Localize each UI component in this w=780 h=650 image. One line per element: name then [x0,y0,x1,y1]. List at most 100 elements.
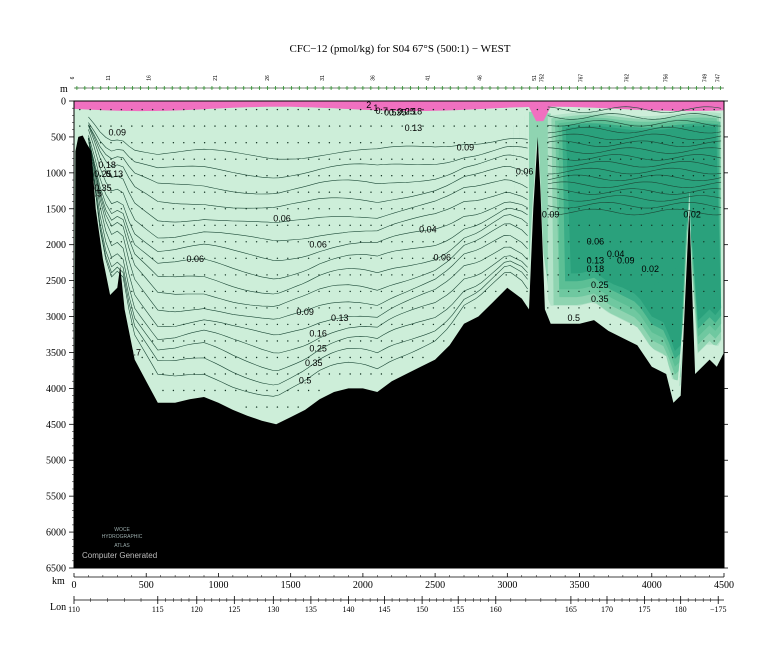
sample-dot [411,175,414,177]
sample-dot [359,373,362,375]
sample-dot [380,257,383,259]
sample-dot [671,323,674,326]
sample-dot [630,191,632,193]
sample-dot [193,175,195,177]
sample-dot [391,257,393,259]
sample-dot [307,208,310,210]
station-marker [146,86,151,90]
station-marker [702,86,707,90]
distance-tick-label: 3000 [497,580,517,591]
sample-dot [391,175,393,177]
sample-dot [599,290,601,293]
sample-dot [401,125,403,127]
sample-dot [526,108,528,111]
sample-dot [235,257,237,259]
sample-dot [193,389,195,392]
sample-dot [328,191,331,193]
station-marker [368,86,373,90]
sample-dot [287,158,289,160]
sample-dot [557,158,559,160]
sample-dot [151,307,154,309]
station-marker [599,86,604,90]
station-marker [384,86,389,90]
sample-dot [297,142,299,144]
sample-dot [224,142,227,144]
sample-dot [578,158,580,160]
sample-dot [224,290,227,293]
sample-dot [214,290,216,293]
sample-dot [422,290,424,293]
plot-area [74,101,724,568]
sample-dot [214,373,216,375]
sample-dot [588,175,591,177]
sample-dot [682,142,684,144]
sample-dot [630,257,632,259]
station-marker [678,86,683,90]
station-label: 752 [539,74,545,83]
sample-dot [526,274,528,276]
sample-dot [536,125,539,127]
sample-dot [359,158,362,160]
sample-dot [692,274,695,276]
sample-dot [619,142,622,144]
sample-dot [349,208,351,210]
sample-dot [255,241,258,243]
sample-dot [120,175,123,177]
sample-dot [557,274,559,276]
sample-dot [131,257,133,259]
sample-dot [245,323,247,326]
sample-dot [443,125,445,127]
sample-dot [162,274,164,276]
sample-dot [703,224,705,226]
sample-dot [692,191,695,193]
sample-dot [162,158,164,160]
sample-dot [318,125,320,127]
sample-dot [651,191,653,193]
sample-dot [183,290,185,293]
sample-dot [359,125,362,127]
sample-dot [349,241,351,243]
sample-dot [515,191,518,193]
sample-dot [578,224,580,226]
sample-dot [203,175,206,177]
sample-dot [307,323,310,326]
sample-dot [578,108,580,111]
sample-dot [224,224,227,226]
sample-dot [526,125,528,127]
sample-dot [276,125,279,127]
sample-dot [422,158,424,160]
sample-dot [536,108,539,111]
sample-dot [172,158,175,160]
sample-dot [713,175,715,177]
sample-dot [162,340,164,342]
band-deep-ventilated [82,117,724,425]
sample-dot [287,406,289,408]
sample-dot [110,142,112,144]
depth-tick-label: 4500 [46,420,66,431]
sample-dot [443,142,445,144]
sample-dot [255,406,258,408]
sample-dot [224,241,227,243]
sample-dot [474,175,476,177]
sample-dot [245,340,247,342]
sample-dot [172,108,175,111]
station-marker [257,86,262,90]
sample-dot [203,274,206,276]
sample-dot [651,323,653,326]
sample-dot [599,125,601,127]
sample-dot [619,125,622,127]
contour-label: 0.13 [331,313,349,323]
sample-dot [172,142,175,144]
contour-label: 0.04 [419,225,437,235]
sample-dot [453,175,455,177]
station-marker [551,86,556,90]
sample-dot [151,175,154,177]
station-marker [217,86,222,90]
sample-dot [131,274,133,276]
contour-label: 0.35 [389,107,407,117]
sample-dot [661,340,663,342]
sample-dot [339,191,341,193]
sample-dot [422,191,424,193]
sample-dot [183,224,185,226]
sample-dot [276,241,279,243]
